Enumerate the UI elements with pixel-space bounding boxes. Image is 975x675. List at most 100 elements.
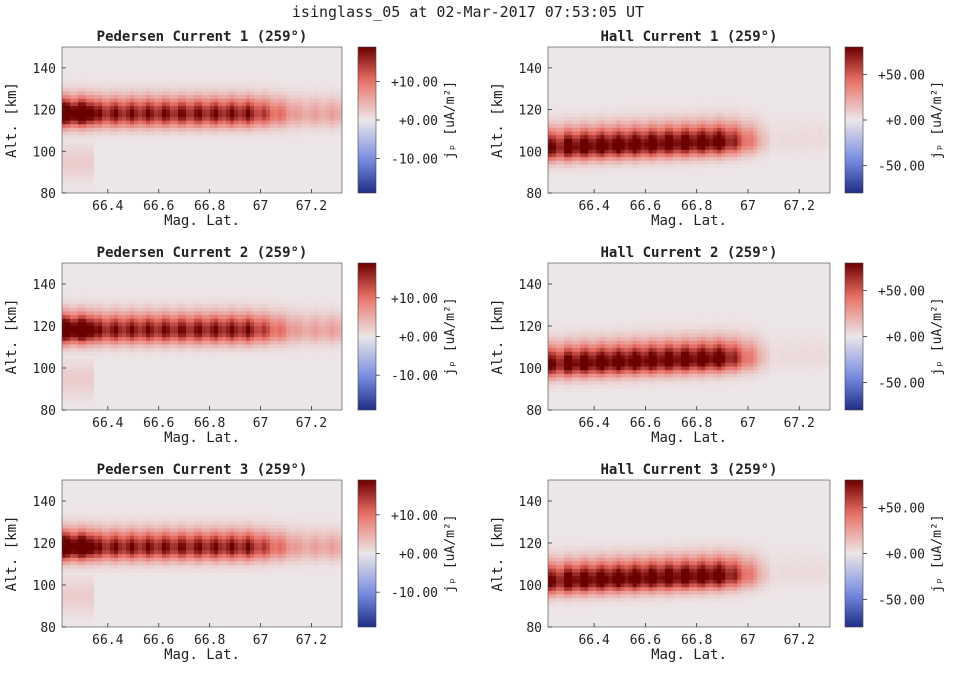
y-tick-label: 80: [40, 404, 56, 419]
colorbar: [844, 479, 864, 628]
x-tick-label: 67: [253, 633, 269, 648]
colorbar-tick-label: -10.00: [391, 369, 438, 384]
x-tick-label: 66.6: [630, 199, 661, 214]
colorbar-tick-label: +0.00: [399, 331, 438, 346]
plot-frame: [547, 46, 831, 194]
figure-title: isinglass_05 at 02-Mar-2017 07:53:05 UT: [292, 3, 644, 21]
colorbar-label: jₚ [uA/m²]: [930, 297, 945, 375]
colorbar-tick-label: +50.00: [878, 502, 925, 517]
x-tick-label: 66.4: [92, 416, 123, 431]
y-tick-label: 140: [33, 278, 56, 293]
x-tick-label: 66.4: [578, 633, 609, 648]
panel-title: Hall Current 3 (259°): [600, 462, 777, 478]
y-tick-label: 80: [526, 621, 542, 636]
x-axis-label: Mag. Lat.: [651, 647, 727, 663]
x-tick-label: 66.6: [630, 416, 661, 431]
x-tick-label: 67: [740, 633, 756, 648]
y-tick-label: 120: [519, 104, 542, 119]
x-tick-label: 66.8: [681, 199, 712, 214]
x-tick-label: 67.2: [296, 199, 327, 214]
x-tick-label: 66.8: [194, 416, 225, 431]
x-tick-label: 66.6: [143, 633, 174, 648]
colorbar-tick-label: +0.00: [886, 548, 925, 563]
heatmap-cells: [548, 263, 830, 410]
panel-title: Hall Current 2 (259°): [600, 245, 777, 261]
y-tick-label: 120: [519, 320, 542, 335]
y-axis-label: Alt. [km]: [490, 516, 506, 592]
y-tick-label: 120: [33, 104, 56, 119]
panel-hall-2: Hall Current 2 (259°) 66.4 66.6 66.8 67 67.2 M…: [490, 245, 945, 446]
plot-frame: [547, 262, 831, 411]
colorbar-tick-label: -50.00: [878, 160, 925, 175]
colorbar-tick-label: +0.00: [399, 548, 438, 563]
panel-pedersen-3: Pedersen Current 3 (259°) 66.4 66.6 66.8 67 6…: [4, 462, 458, 663]
plot-frame: [61, 479, 343, 628]
x-tick-label: 66.4: [578, 416, 609, 431]
colorbar-tick-label: +0.00: [399, 114, 438, 129]
colorbar-label: jₚ [uA/m²]: [443, 514, 458, 592]
y-tick-label: 140: [519, 62, 542, 77]
y-tick-label: 80: [526, 404, 542, 419]
panel-title: Pedersen Current 2 (259°): [97, 245, 308, 261]
y-tick-label: 80: [526, 187, 542, 202]
x-tick-label: 67: [253, 416, 269, 431]
y-tick-label: 80: [40, 621, 56, 636]
x-tick-label: 67: [253, 199, 269, 214]
x-tick-label: 67: [740, 416, 756, 431]
x-tick-label: 66.6: [630, 633, 661, 648]
y-tick-label: 120: [33, 537, 56, 552]
panel-pedersen-2: Pedersen Current 2 (259°) 66.4 66.6 66.8 67 6…: [4, 245, 458, 446]
colorbar-tick-label: +50.00: [878, 68, 925, 83]
colorbar-tick-label: -50.00: [878, 376, 925, 391]
y-axis-label: Alt. [km]: [4, 82, 20, 158]
heatmap-cells: [62, 480, 342, 627]
x-axis-label: Mag. Lat.: [651, 213, 727, 229]
y-tick-label: 100: [519, 362, 542, 377]
x-tick-label: 66.8: [194, 633, 225, 648]
x-tick-label: 67.2: [784, 416, 815, 431]
colorbar-tick-label: +10.00: [391, 76, 438, 91]
x-tick-label: 66.8: [194, 199, 225, 214]
panel-pedersen-1: Pedersen Current 1 (259°) 66.4 66.6 66.8 67 6…: [4, 29, 458, 229]
y-axis-label: Alt. [km]: [4, 516, 20, 592]
heatmap-cells: [548, 480, 830, 627]
x-tick-label: 66.4: [92, 199, 123, 214]
y-tick-label: 100: [519, 145, 542, 160]
heatmap-cells: [548, 47, 830, 193]
y-tick-label: 120: [33, 320, 56, 335]
panel-title: Pedersen Current 3 (259°): [97, 462, 308, 478]
colorbar: [357, 479, 377, 628]
colorbar: [357, 262, 377, 411]
x-tick-label: 66.4: [92, 633, 123, 648]
y-tick-label: 100: [33, 362, 56, 377]
colorbar-tick-label: -10.00: [391, 152, 438, 167]
panel-hall-1: Hall Current 1 (259°) 66.4 66.6 66.8 67 67.2 M…: [490, 29, 945, 229]
y-tick-label: 80: [40, 187, 56, 202]
plot-frame: [61, 46, 343, 194]
x-axis-label: Mag. Lat.: [164, 213, 240, 229]
colorbar-label: jₚ [uA/m²]: [930, 81, 945, 159]
colorbar-tick-label: +10.00: [391, 509, 438, 524]
y-tick-label: 140: [519, 495, 542, 510]
colorbar-tick-label: +10.00: [391, 292, 438, 307]
plot-frame: [61, 262, 343, 411]
plot-frame: [547, 479, 831, 628]
x-tick-label: 67.2: [296, 633, 327, 648]
x-tick-label: 66.6: [143, 416, 174, 431]
y-tick-label: 140: [33, 495, 56, 510]
y-tick-label: 140: [33, 62, 56, 77]
colorbar-tick-label: +0.00: [886, 331, 925, 346]
x-tick-label: 67.2: [784, 633, 815, 648]
colorbar-label: jₚ [uA/m²]: [930, 514, 945, 592]
y-tick-label: 120: [519, 537, 542, 552]
x-axis-label: Mag. Lat.: [651, 430, 727, 446]
x-axis-label: Mag. Lat.: [164, 430, 240, 446]
x-tick-label: 67.2: [296, 416, 327, 431]
panel-hall-3: Hall Current 3 (259°) 66.4 66.6 66.8 67 67.2 M…: [490, 462, 945, 663]
colorbar: [844, 46, 864, 194]
y-tick-label: 100: [33, 145, 56, 160]
colorbar: [844, 262, 864, 411]
panel-title: Hall Current 1 (259°): [600, 29, 777, 45]
panel-title: Pedersen Current 1 (259°): [97, 29, 308, 45]
